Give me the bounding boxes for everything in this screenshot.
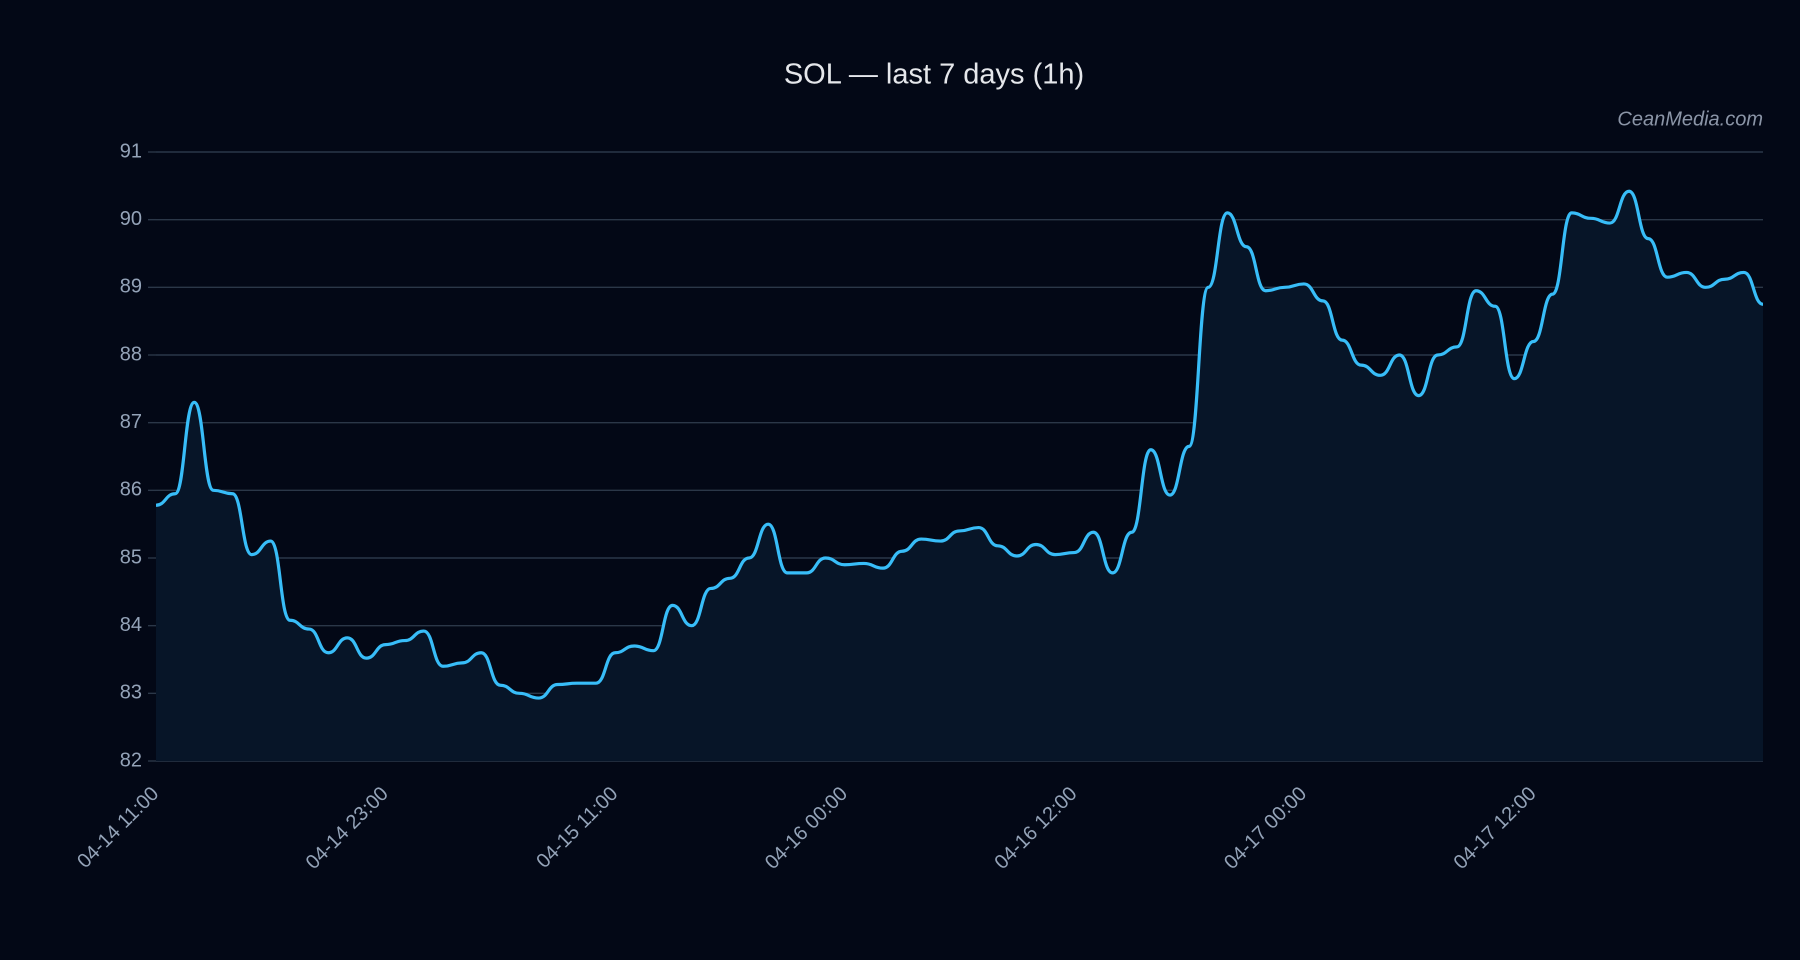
line [155, 189, 1764, 700]
watermark: CeanMedia.com [1617, 108, 1763, 130]
chart-title: SOL — last 7 days (1h) [784, 59, 1084, 91]
y-tick-label: 91 [120, 140, 142, 162]
area [156, 191, 1763, 761]
y-tick-label: 88 [120, 343, 142, 365]
y-tick-label: 84 [120, 614, 142, 636]
y-tick-label: 82 [120, 749, 142, 771]
y-tick-label: 87 [120, 411, 142, 433]
y-tick-label: 89 [120, 276, 142, 298]
y-tick-label: 85 [120, 546, 142, 568]
y-tick-label: 90 [120, 208, 142, 230]
y-tick-label: 86 [120, 479, 142, 501]
y-tick-label: 83 [120, 682, 142, 704]
